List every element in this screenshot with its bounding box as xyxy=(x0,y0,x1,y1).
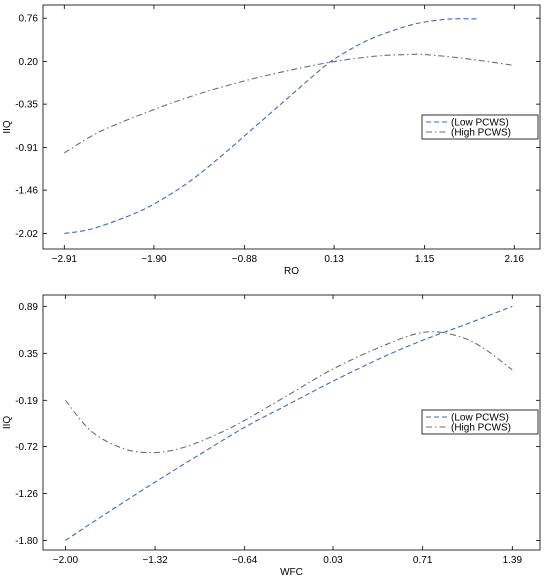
y-tick-label: 0.35 xyxy=(19,349,39,360)
legend: (Low PCWS)(High PCWS) xyxy=(421,114,539,140)
chart-panel-2: −2.00 −1.32 −0.64 0.03 0.71 1.39 -1.80 -1.26 -0.… xyxy=(2,294,541,578)
x-tick-label: −0.88 xyxy=(232,254,258,265)
legend-label: (High PCWS) xyxy=(451,423,511,434)
x-tick-label: −2.91 xyxy=(52,254,78,265)
plot-frame xyxy=(42,294,541,551)
x-axis-label: WFC xyxy=(280,567,303,578)
series-line-low-pcws xyxy=(65,305,513,541)
y-tick-label: -1.80 xyxy=(15,536,38,547)
y-tick-label: -0.19 xyxy=(15,396,38,407)
y-tick-label: 0.20 xyxy=(19,57,39,68)
y-tick-label: -0.91 xyxy=(15,143,38,154)
x-tick-label: −2.00 xyxy=(53,555,79,566)
x-tick-label: −1.90 xyxy=(141,254,167,265)
x-axis-label: RO xyxy=(284,266,299,277)
y-axis-label: IIQ xyxy=(2,416,13,430)
x-tick-label: 2.16 xyxy=(505,254,525,265)
x-tick-label: 0.71 xyxy=(413,555,433,566)
plot-frame xyxy=(42,4,541,250)
x-tick-label: 1.15 xyxy=(415,254,435,265)
y-tick-label: -2.02 xyxy=(15,229,38,240)
x-tick-label: 1.39 xyxy=(503,555,523,566)
legend-label: (Low PCWS) xyxy=(451,413,509,424)
x-tick-label: −1.32 xyxy=(142,555,168,566)
legend-label: (High PCWS) xyxy=(451,128,511,139)
series-line-high-pcws xyxy=(64,331,513,454)
y-tick-label: -1.46 xyxy=(15,186,38,197)
series-line-low-pcws xyxy=(64,18,477,235)
chart-panel-1: −2.91 −1.90 −0.88 0.13 1.15 2.16 -2.02 -1.46 -0.… xyxy=(2,4,541,277)
y-tick-label: -0.35 xyxy=(15,100,38,111)
legend-box xyxy=(421,409,539,435)
legend-label: (Low PCWS) xyxy=(451,118,509,129)
legend-box xyxy=(421,114,539,140)
y-tick-label: -1.26 xyxy=(15,489,38,500)
x-tick-label: −0.64 xyxy=(232,555,258,566)
x-tick-label: 0.03 xyxy=(323,555,343,566)
y-axis-label: IIQ xyxy=(2,120,13,134)
legend: (Low PCWS)(High PCWS) xyxy=(421,409,539,435)
y-tick-label: 0.89 xyxy=(19,302,39,313)
y-tick-label: 0.76 xyxy=(19,14,39,25)
x-tick-label: 0.13 xyxy=(324,254,344,265)
series-line-high-pcws xyxy=(64,53,515,154)
y-tick-label: -0.72 xyxy=(15,442,38,453)
